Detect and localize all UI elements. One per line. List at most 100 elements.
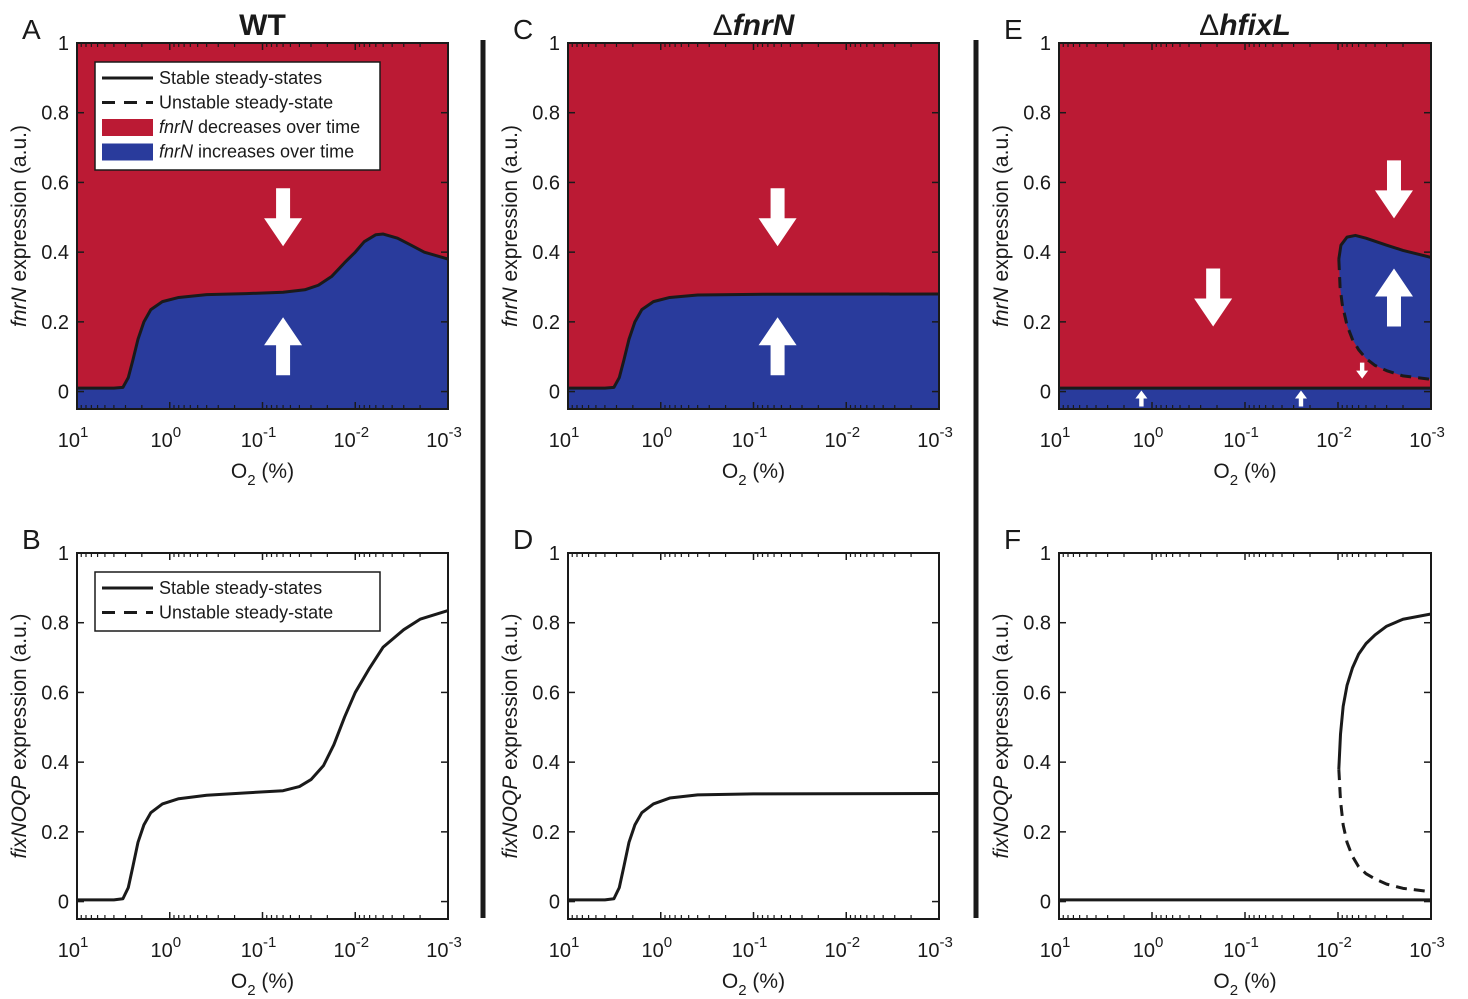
y-axis-E: 0 0.2 0.4 0.6 0.8 1 fnrN expression (a.u.)	[990, 33, 1431, 404]
arrow-down-3	[1356, 362, 1369, 379]
y-tick-label: 0.6	[532, 682, 560, 704]
plot-area-B	[77, 609, 448, 902]
arrow-down-0	[758, 188, 797, 247]
x-axis-label: O2 (%)	[231, 460, 294, 489]
x-tick-label: 10-3	[917, 934, 953, 962]
x-axis-label: O2 (%)	[722, 460, 785, 489]
y-tick-label: 0.4	[532, 752, 560, 774]
y-axis-C: 0 0.2 0.4 0.6 0.8 1 fnrN expression (a.u.)	[499, 33, 939, 404]
y-tick-label: 0.4	[532, 242, 560, 264]
panel-label: A	[22, 14, 41, 45]
y-tick-label: 0.8	[41, 103, 69, 125]
unstable-steady-state-curve-2	[1337, 259, 1431, 381]
legend-entry: Unstable steady-state	[159, 603, 333, 623]
x-tick-label: 100	[641, 424, 672, 452]
y-tick-label: 0	[58, 892, 69, 914]
y-tick-label: 0	[1040, 892, 1051, 914]
legend: Stable steady-states Unstable steady-stat…	[94, 61, 381, 171]
x-tick-label: 10-1	[1223, 424, 1259, 452]
panel-label: B	[22, 524, 41, 555]
x-tick-label: 10-2	[824, 424, 860, 452]
y-tick-label: 0.4	[41, 242, 69, 264]
x-axis-label: O2 (%)	[722, 970, 785, 999]
y-axis-F: 0 0.2 0.4 0.6 0.8 1 fixNOQP expression (a.u.)	[990, 543, 1431, 914]
region-increasing	[568, 293, 939, 409]
x-tick-label: 10-1	[732, 934, 768, 962]
x-tick-label: 101	[549, 934, 580, 962]
x-tick-label: 10-1	[241, 934, 277, 962]
panels: 101 100 10-1 10-2 10-3O2 (%)00.20.40.60.81fn…	[8, 9, 1445, 999]
x-axis-label: O2 (%)	[1213, 460, 1276, 489]
x-axis-D: 101 100 10-1 10-2 10-3 O2 (%)	[549, 553, 953, 999]
panel-F: 101 100 10-1 10-2 10-3 O2 (%) 0 0.2 0.4 0.6 0.8 1 fi…	[990, 524, 1445, 999]
panel-dividers	[480, 40, 979, 918]
unstable-steady-state-curve-2	[1337, 769, 1431, 894]
x-tick-label: 101	[1040, 934, 1071, 962]
y-axis-label: fnrN expression (a.u.)	[8, 125, 31, 327]
y-tick-label: 0.8	[41, 613, 69, 635]
legend-entry: Unstable steady-state	[159, 93, 333, 113]
x-tick-label: 100	[150, 424, 181, 452]
y-tick-label: 0.2	[1023, 312, 1051, 334]
y-tick-label: 0.8	[1023, 613, 1051, 635]
legend-box	[94, 571, 381, 632]
x-tick-label: 10-3	[917, 424, 953, 452]
y-tick-label: 1	[549, 33, 560, 55]
x-axis-label: O2 (%)	[1213, 970, 1276, 999]
stable-steady-state-curve-1	[1337, 612, 1431, 770]
stable-steady-state-curve-0	[568, 292, 939, 390]
legend: Stable steady-states Unstable steady-stat…	[94, 571, 381, 632]
y-tick-label: 0	[549, 382, 560, 404]
x-tick-label: 10-3	[426, 424, 462, 452]
x-axis-label: O2 (%)	[231, 970, 294, 999]
arrow-up-5	[1294, 390, 1307, 407]
x-tick-label: 10-3	[426, 934, 462, 962]
y-tick-label: 0.6	[41, 172, 69, 194]
x-tick-label: 100	[641, 934, 672, 962]
y-tick-label: 0.2	[41, 312, 69, 334]
panel-A: 101 100 10-1 10-2 10-3 O2 (%) 0 0.2 0.4 0.6 0.8 1 fn…	[8, 9, 462, 489]
region-increasing-island	[1338, 235, 1431, 380]
plot-area-F	[1059, 612, 1431, 902]
y-tick-label: 1	[58, 33, 69, 55]
y-axis-A: 0 0.2 0.4 0.6 0.8 1 fnrN expression (a.u.)	[8, 33, 448, 404]
arrow-down-0	[264, 188, 303, 247]
x-tick-label: 101	[58, 934, 89, 962]
x-axis-C: 101 100 10-1 10-2 10-3 O2 (%)	[549, 43, 953, 489]
region-increasing	[77, 234, 448, 409]
x-tick-label: 10-2	[824, 934, 860, 962]
stable-steady-state-curve-0	[77, 609, 448, 902]
panel-title: ΔfnrN	[713, 9, 796, 42]
stable-steady-state-curve-0	[568, 792, 939, 902]
y-tick-label: 0.2	[1023, 822, 1051, 844]
legend-entry: fnrN decreases over time	[159, 117, 360, 137]
y-tick-label: 0	[58, 382, 69, 404]
y-tick-label: 0	[549, 892, 560, 914]
y-tick-label: 1	[549, 543, 560, 565]
stable-steady-state-curve-0	[77, 232, 448, 390]
y-tick-label: 0.6	[1023, 682, 1051, 704]
y-axis-label: fixNOQP expression (a.u.)	[499, 613, 522, 858]
panel-title: ΔhfixL	[1199, 9, 1291, 42]
x-tick-label: 10-2	[1316, 424, 1352, 452]
y-axis-D: 0 0.2 0.4 0.6 0.8 1 fixNOQP expression (a.u.)	[499, 543, 939, 914]
y-tick-label: 0.8	[532, 103, 560, 125]
panel-D: 101 100 10-1 10-2 10-3 O2 (%) 0 0.2 0.4 0.6 0.8 1 fi…	[499, 524, 953, 999]
x-axis-A: 101 100 10-1 10-2 10-3 O2 (%)	[58, 43, 462, 489]
legend-entry: Stable steady-states	[159, 68, 322, 88]
x-tick-label: 100	[1133, 424, 1164, 452]
x-tick-label: 100	[1133, 934, 1164, 962]
x-tick-label: 10-1	[241, 424, 277, 452]
legend-entry: fnrN increases over time	[159, 142, 354, 162]
y-tick-label: 0.4	[1023, 242, 1051, 264]
panel-E: 101 100 10-1 10-2 10-3 O2 (%) 0 0.2 0.4 0.6 0.8 1 fn…	[990, 9, 1445, 489]
x-tick-label: 10-2	[333, 424, 369, 452]
panel-B: 101 100 10-1 10-2 10-3 O2 (%) 0 0.2 0.4 0.6 0.8 1 fi…	[8, 524, 462, 999]
y-tick-label: 0.4	[41, 752, 69, 774]
legend-swatch-red	[102, 119, 153, 136]
y-tick-label: 0	[1040, 382, 1051, 404]
y-axis-label: fixNOQP expression (a.u.)	[8, 613, 31, 858]
y-tick-label: 1	[58, 543, 69, 565]
arrow-down-0	[1194, 268, 1233, 327]
